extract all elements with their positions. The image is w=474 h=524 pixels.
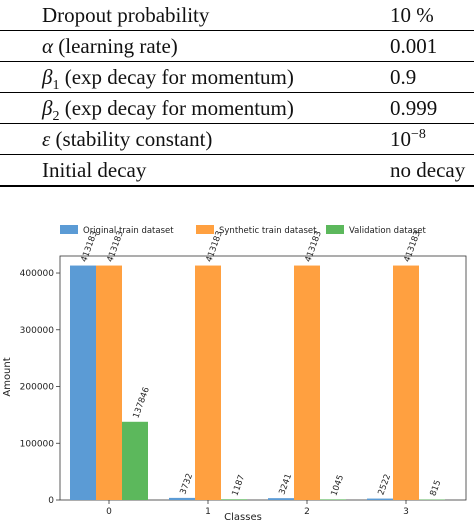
x-tick-label: 0	[106, 507, 112, 517]
x-tick-label: 3	[403, 507, 409, 517]
param-label: (stability constant)	[50, 127, 213, 151]
param-name: Initial decay	[0, 155, 362, 187]
table-row: Initial decay no decay	[0, 155, 474, 187]
legend-label: Original train dataset	[83, 226, 174, 236]
bar	[195, 265, 221, 500]
plot-frame	[59, 255, 467, 501]
param-label: Initial decay	[42, 158, 147, 182]
bar	[320, 499, 346, 500]
bar	[70, 265, 96, 500]
bar-value-label: 2522	[376, 473, 393, 497]
param-value: 10 %	[390, 3, 434, 27]
bar-chart: Original train dataset Synthetic train da…	[2, 225, 467, 523]
legend-swatch	[60, 225, 78, 234]
param-name: α (learning rate)	[0, 31, 362, 62]
x-tick-label: 1	[205, 507, 211, 517]
bar-value-label: 1187	[230, 474, 247, 498]
param-value: 0.9	[390, 65, 417, 89]
y-tick-label: 200000	[20, 383, 55, 393]
table-row: β2 (exp decay for momentum) 0.999	[0, 93, 474, 124]
param-name: Dropout probability	[0, 0, 362, 31]
bar-value-label: 815	[428, 479, 443, 498]
bar	[393, 265, 419, 500]
bar-value-label: 137846	[131, 386, 151, 420]
beta-symbol: β	[42, 96, 53, 120]
hyperparameter-table: Dropout probability 10 % α (learning rat…	[0, 0, 474, 187]
param-name: ε (stability constant)	[0, 124, 362, 155]
param-value: 0.001	[390, 34, 438, 58]
x-axis-label: Classes	[224, 512, 262, 523]
param-label: (exp decay for momentum)	[59, 96, 294, 120]
y-axis-label: Amount	[2, 357, 13, 396]
param-name: β1 (exp decay for momentum)	[0, 62, 362, 93]
param-value: 10−8	[362, 124, 474, 155]
param-value: 0.999	[390, 96, 438, 120]
table-row: ε (stability constant) 10−8	[0, 124, 474, 155]
param-label: Dropout probability	[42, 3, 210, 27]
legend-swatch	[196, 225, 214, 234]
bar	[367, 498, 393, 500]
chart-legend: Original train dataset Synthetic train da…	[60, 225, 426, 236]
legend-label: Synthetic train dataset	[219, 226, 317, 236]
bar-value-label: 1045	[329, 474, 346, 498]
value-base: 10	[390, 127, 411, 151]
param-name: β2 (exp decay for momentum)	[0, 93, 362, 124]
bar	[221, 499, 247, 500]
x-tick-label: 2	[304, 507, 310, 517]
value-exponent: −8	[411, 127, 426, 142]
param-label: (learning rate)	[53, 34, 178, 58]
bar-value-label: 3241	[277, 472, 294, 496]
bar	[268, 498, 294, 500]
beta-symbol: β	[42, 65, 53, 89]
legend-label: Validation dataset	[349, 226, 426, 236]
bar	[96, 265, 122, 500]
alpha-symbol: α	[42, 34, 54, 58]
bar	[294, 265, 320, 500]
y-tick-label: 0	[48, 496, 54, 506]
y-tick-label: 400000	[20, 269, 55, 279]
bar-value-label: 3732	[178, 472, 195, 496]
bar-value-label: 413183	[204, 230, 224, 264]
chart-bars	[70, 265, 445, 500]
table-row: α (learning rate) 0.001	[0, 31, 474, 62]
subscript: 2	[52, 109, 60, 125]
y-tick-label: 100000	[20, 439, 55, 449]
param-label: (exp decay for momentum)	[59, 65, 294, 89]
param-value: no decay	[390, 158, 466, 182]
bar	[169, 497, 195, 500]
bar	[122, 421, 148, 500]
table-row: Dropout probability 10 %	[0, 0, 474, 31]
chart-axes: 0 100000 200000 300000 400000 0 1 2 3	[20, 255, 467, 517]
y-tick-label: 300000	[20, 326, 55, 336]
table-row: β1 (exp decay for momentum) 0.9	[0, 62, 474, 93]
epsilon-symbol: ε	[42, 127, 51, 151]
legend-swatch	[326, 225, 344, 234]
subscript: 1	[52, 78, 60, 94]
